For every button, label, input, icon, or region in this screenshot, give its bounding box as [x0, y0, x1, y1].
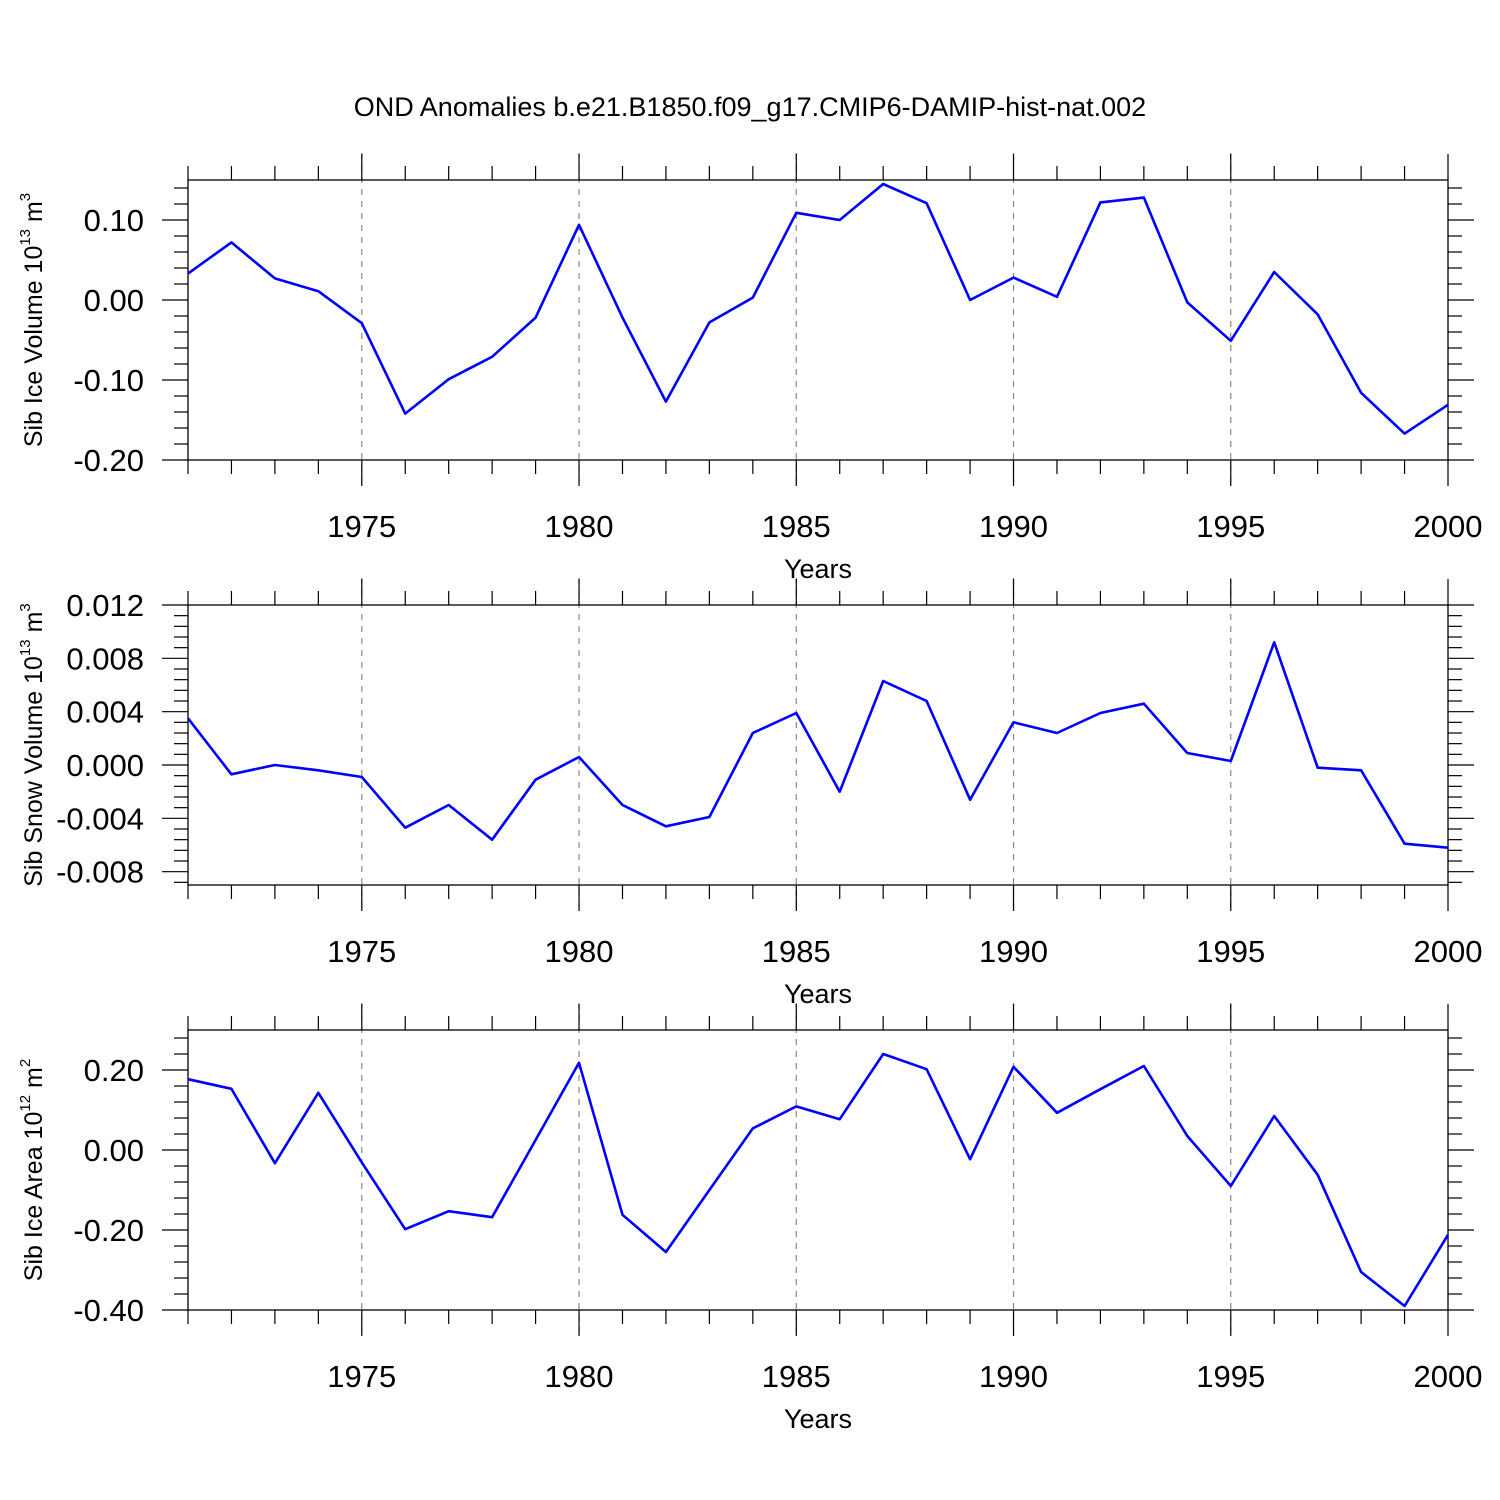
x-tick-label: 2000	[1414, 1359, 1483, 1394]
plot-frame	[187, 604, 1449, 886]
y-tick-label: -0.004	[56, 801, 144, 836]
y-tick-label: -0.20	[73, 443, 144, 478]
x-tick-label: 1995	[1196, 509, 1265, 544]
series-line	[187, 1052, 1450, 1308]
x-tick-label: 1980	[545, 509, 614, 544]
y-axis-label-unit-exponent: 3	[17, 603, 34, 611]
x-tick-label: 1995	[1196, 934, 1265, 969]
series-line	[186, 640, 1449, 849]
x-tick-label: 1980	[545, 1359, 614, 1394]
y-tick-label: 0.20	[84, 1053, 144, 1088]
y-axis-label-text: Sib Ice Volume 10	[20, 246, 48, 448]
y-tick-label: 0.00	[84, 283, 144, 318]
y-axis-label-unit-exponent: 3	[17, 193, 34, 201]
x-tick-label: 1985	[762, 1359, 831, 1394]
y-axis-label-unit: m	[20, 1067, 48, 1095]
y-tick-label: -0.008	[56, 855, 144, 890]
y-tick-label: 0.000	[66, 748, 144, 783]
x-axis-label: Years	[784, 554, 852, 584]
y-tick-label: 0.008	[66, 641, 144, 676]
series-line	[187, 182, 1449, 435]
y-axis-label-unit-exponent: 2	[17, 1059, 34, 1067]
y-axis-label-exponent: 13	[17, 229, 34, 246]
y-tick-label: 0.00	[84, 1133, 144, 1168]
x-tick-label: 1975	[327, 509, 396, 544]
y-axis-label-exponent: 12	[17, 1095, 34, 1112]
y-axis-label-unit: m	[20, 201, 48, 229]
y-tick-label: -0.20	[73, 1213, 144, 1248]
y-tick-label: -0.40	[73, 1293, 144, 1328]
panel-3: 0.20 0.00 -0.20 -0.40 1975 1980 1985 1990 1995 20…	[17, 1003, 1482, 1434]
y-axis-label: Sib Ice Area 1012 m2	[17, 1059, 48, 1281]
y-axis-label: Sib Ice Volume 1013 m3	[17, 193, 48, 447]
y-axis-label-exponent: 13	[17, 639, 34, 656]
y-axis-label-unit: m	[20, 612, 48, 640]
x-tick-label: 1980	[545, 934, 614, 969]
x-tick-label: 1985	[762, 934, 831, 969]
x-tick-label: 1990	[979, 509, 1048, 544]
x-tick-label: 2000	[1414, 509, 1483, 544]
y-tick-label: -0.10	[73, 363, 144, 398]
y-tick-label: 0.10	[84, 203, 144, 238]
y-axis-label: Sib Snow Volume 1013 m3	[17, 603, 48, 887]
y-axis-label-text: Sib Snow Volume 10	[20, 656, 48, 887]
x-axis-label: Years	[784, 979, 852, 1009]
x-tick-label: 2000	[1414, 934, 1483, 969]
x-tick-label: 1995	[1196, 1359, 1265, 1394]
x-tick-label: 1975	[327, 1359, 396, 1394]
x-tick-label: 1975	[327, 934, 396, 969]
y-axis-label-text: Sib Ice Area 10	[20, 1112, 48, 1282]
y-tick-label: 0.004	[66, 695, 144, 730]
panel-1: 0.10 0.00 -0.10 -0.20 1975 1980 1985 1990 1995 20…	[17, 153, 1482, 584]
plot-frame	[187, 179, 1449, 461]
x-axis-label: Years	[784, 1404, 852, 1434]
plot-frame	[187, 1029, 1449, 1311]
x-tick-label: 1985	[762, 509, 831, 544]
x-tick-label: 1990	[979, 934, 1048, 969]
x-tick-label: 1990	[979, 1359, 1048, 1394]
figure-title: OND Anomalies b.e21.B1850.f09_g17.CMIP6-…	[354, 92, 1146, 122]
y-tick-label: 0.012	[66, 588, 144, 623]
panel-2: 0.012 0.008 0.004 0.000 -0.004 -0.008 1975 1980…	[17, 578, 1482, 1009]
